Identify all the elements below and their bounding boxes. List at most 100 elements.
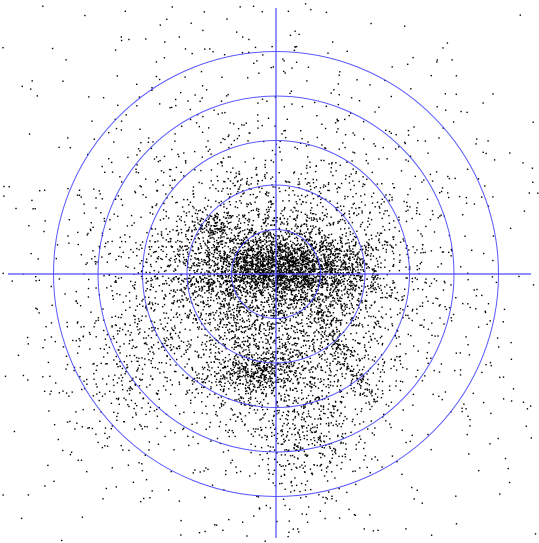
data-point: [315, 279, 317, 281]
data-point: [294, 263, 296, 265]
data-point: [129, 300, 131, 302]
data-point: [303, 259, 305, 262]
data-point: [530, 405, 532, 407]
data-point: [146, 231, 148, 234]
data-point: [262, 386, 265, 388]
data-point: [351, 304, 353, 306]
data-point: [147, 141, 150, 143]
data-point: [355, 242, 357, 244]
data-point: [368, 239, 370, 241]
data-point: [297, 259, 300, 261]
data-point: [266, 231, 268, 233]
data-point: [308, 249, 310, 251]
data-point: [315, 262, 318, 264]
data-point: [310, 277, 313, 280]
data-point: [326, 289, 328, 292]
data-point: [270, 275, 272, 277]
data-point: [308, 263, 310, 265]
data-point: [310, 188, 312, 191]
data-point: [260, 268, 262, 270]
data-point: [192, 192, 195, 195]
data-point: [312, 219, 315, 221]
data-point: [244, 415, 247, 417]
data-point: [261, 301, 264, 304]
data-point: [252, 263, 254, 265]
data-point: [296, 232, 298, 234]
data-point: [167, 233, 169, 236]
data-point: [350, 173, 352, 175]
data-point: [251, 284, 253, 287]
data-point: [323, 351, 325, 353]
data-point: [278, 272, 280, 274]
data-point: [339, 332, 341, 335]
data-point: [341, 312, 343, 314]
data-point: [358, 369, 361, 371]
data-point: [301, 288, 303, 291]
data-point: [283, 281, 286, 283]
data-point: [235, 280, 237, 282]
data-point: [297, 268, 300, 271]
data-point: [266, 191, 268, 193]
data-point: [259, 258, 261, 260]
data-point: [246, 183, 248, 185]
data-point: [481, 371, 483, 374]
data-point: [325, 250, 328, 253]
data-point: [137, 333, 140, 335]
data-point: [201, 227, 203, 229]
data-point: [246, 280, 248, 283]
data-point: [273, 282, 276, 285]
data-point: [450, 317, 452, 319]
data-point: [276, 216, 278, 219]
data-point: [278, 257, 280, 260]
data-point: [289, 257, 292, 259]
data-point: [233, 261, 235, 263]
data-point: [218, 329, 220, 331]
data-point: [354, 255, 356, 257]
data-point: [111, 161, 113, 164]
data-point: [243, 124, 245, 126]
data-point: [339, 281, 341, 283]
data-point: [211, 278, 213, 281]
data-point: [323, 333, 326, 335]
data-point: [276, 282, 278, 284]
data-point: [302, 286, 304, 288]
data-point: [362, 185, 364, 188]
data-point: [280, 265, 282, 267]
data-point: [352, 274, 354, 276]
data-point: [237, 276, 239, 278]
data-point: [160, 249, 162, 251]
data-point: [250, 232, 252, 234]
data-point: [382, 247, 384, 250]
data-point: [320, 198, 322, 201]
data-point: [258, 333, 261, 335]
data-point: [355, 325, 357, 327]
data-point: [274, 245, 276, 247]
data-point: [200, 169, 202, 172]
data-point: [330, 422, 332, 424]
data-point: [322, 205, 324, 208]
data-point: [332, 291, 334, 293]
data-point: [339, 280, 341, 282]
data-point: [399, 312, 401, 314]
data-point: [159, 159, 161, 162]
data-point: [294, 282, 296, 285]
data-point: [286, 332, 288, 335]
data-point: [262, 271, 264, 274]
data-point: [246, 251, 248, 253]
data-point: [308, 259, 310, 262]
data-point: [395, 369, 398, 371]
data-point: [340, 323, 342, 325]
data-point: [186, 248, 188, 250]
data-point: [430, 250, 433, 252]
data-point: [259, 254, 261, 256]
data-point: [300, 225, 302, 228]
data-point: [206, 335, 208, 337]
data-point: [311, 213, 314, 215]
data-point: [380, 266, 382, 269]
data-point: [210, 169, 213, 171]
data-point: [329, 362, 331, 364]
data-point: [280, 279, 282, 282]
data-point: [351, 265, 353, 267]
data-point: [88, 278, 90, 281]
